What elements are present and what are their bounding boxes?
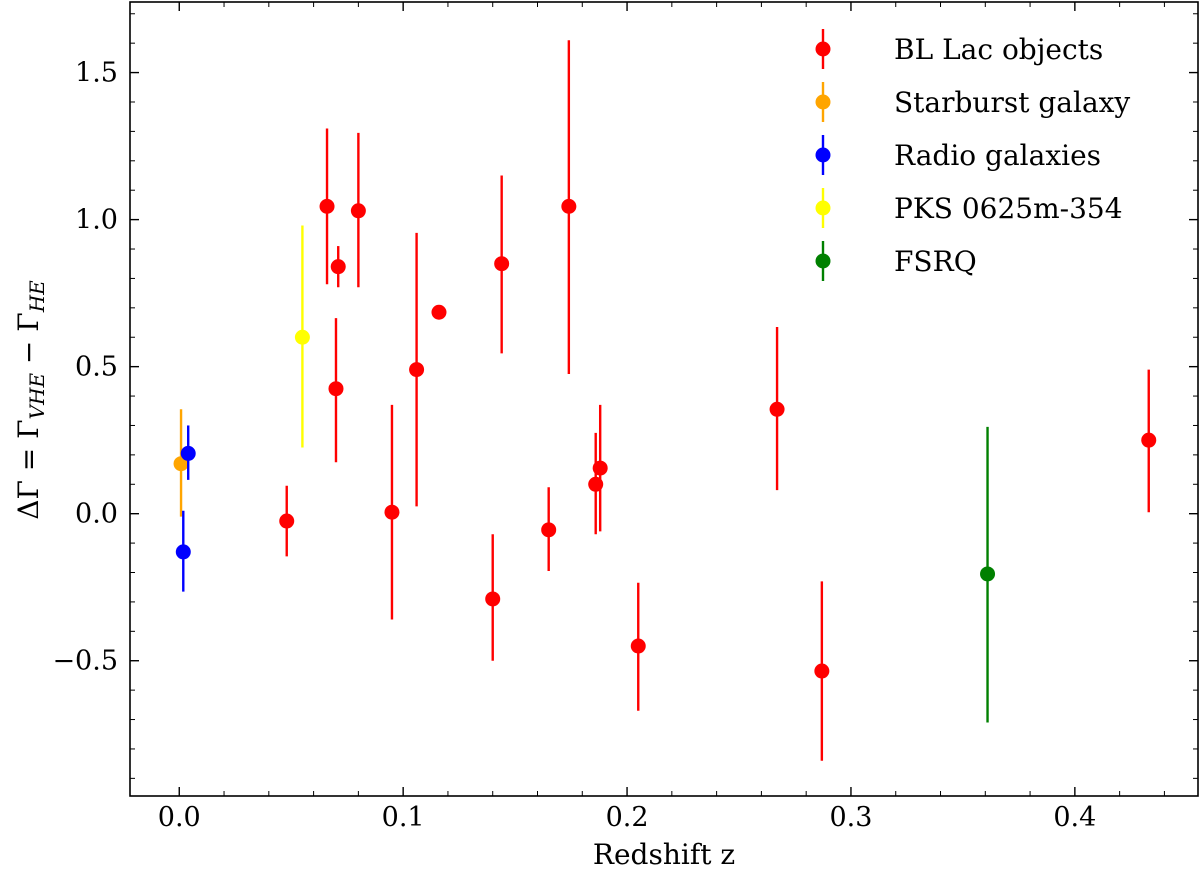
data-point xyxy=(1141,432,1157,448)
y-tick-label: 1.5 xyxy=(75,58,118,89)
data-point xyxy=(561,198,577,214)
series-fsrq xyxy=(980,426,996,723)
y-tick-label: −0.5 xyxy=(52,646,118,677)
data-point xyxy=(330,259,346,275)
data-layer xyxy=(173,40,1157,761)
legend-entry: Starburst galaxy xyxy=(815,82,1130,122)
y-tick-label: 0.0 xyxy=(75,499,118,530)
legend-marker xyxy=(815,147,831,163)
y-axis-label-minus: − Γ xyxy=(12,312,45,373)
legend: BL Lac objects Starburst galaxy Radio gala… xyxy=(815,29,1130,281)
y-tick-label: 0.5 xyxy=(75,352,118,383)
legend-label: Starburst galaxy xyxy=(894,86,1130,119)
legend-label: Radio galaxies xyxy=(894,139,1101,172)
x-tick-label: 0.2 xyxy=(606,802,649,833)
x-tick-label: 0.1 xyxy=(382,802,425,833)
data-point xyxy=(980,566,996,582)
x-tick-label: 0.3 xyxy=(829,802,872,833)
data-point xyxy=(494,256,510,272)
legend-entry: Radio galaxies xyxy=(815,135,1101,175)
data-point xyxy=(814,663,830,679)
legend-marker xyxy=(815,253,831,269)
legend-label: BL Lac objects xyxy=(894,33,1103,66)
data-point xyxy=(630,638,646,654)
plot-frame xyxy=(129,1,1199,797)
data-point xyxy=(350,203,366,219)
y-axis-label-sub-he: HE xyxy=(25,280,49,313)
x-tick-label: 0.0 xyxy=(158,802,201,833)
legend-entry: BL Lac objects xyxy=(815,29,1103,69)
data-point xyxy=(409,362,425,378)
ticks: 0.0 0.1 0.2 0.3 0.4 −0.5 0.0 0.5 1.0 1.5 xyxy=(52,2,1198,833)
series-bl-lac-objects xyxy=(279,40,1157,761)
series-pks-0625m-354 xyxy=(294,225,310,448)
legend-marker xyxy=(815,200,831,216)
y-axis-label-sub-vhe: VHE xyxy=(25,373,49,420)
legend-marker xyxy=(815,94,831,110)
data-point xyxy=(485,591,501,607)
legend-label: PKS 0625m-354 xyxy=(894,192,1123,225)
legend-entry: PKS 0625m-354 xyxy=(815,188,1123,228)
data-point xyxy=(384,504,400,520)
y-axis-label: ΔΓ = ΓVHE − ΓHE xyxy=(12,280,49,520)
x-axis-label: Redshift z xyxy=(593,838,735,871)
series-radio-galaxies xyxy=(175,425,196,592)
data-point xyxy=(431,304,447,320)
data-point xyxy=(328,381,344,397)
data-point xyxy=(294,329,310,345)
legend-entry: FSRQ xyxy=(815,241,977,281)
x-tick-label: 0.4 xyxy=(1053,802,1096,833)
data-point xyxy=(180,445,196,461)
legend-label: FSRQ xyxy=(894,245,977,278)
data-point xyxy=(769,401,785,417)
data-point xyxy=(319,198,335,214)
legend-marker xyxy=(815,41,831,57)
data-point xyxy=(175,544,191,560)
data-point xyxy=(592,460,608,476)
y-axis-label-main: ΔΓ = Γ xyxy=(12,419,45,519)
data-point xyxy=(279,513,295,529)
y-tick-label: 1.0 xyxy=(75,205,118,236)
data-point xyxy=(541,522,557,538)
